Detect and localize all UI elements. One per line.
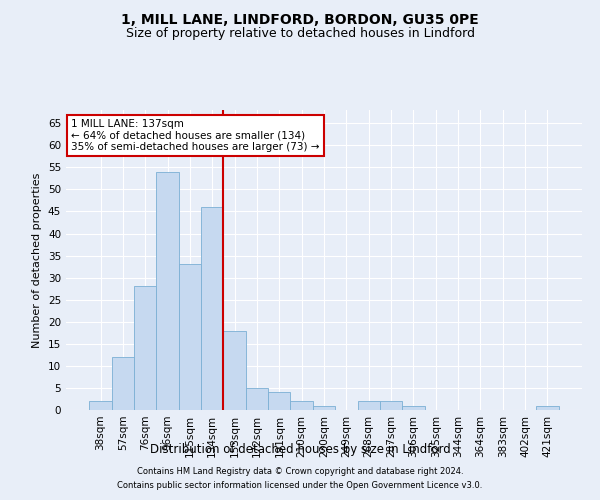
Bar xyxy=(536,406,559,410)
Bar xyxy=(112,357,134,410)
Bar xyxy=(358,401,380,410)
Bar xyxy=(246,388,268,410)
Text: Distribution of detached houses by size in Lindford: Distribution of detached houses by size … xyxy=(149,442,451,456)
Text: Contains public sector information licensed under the Open Government Licence v3: Contains public sector information licen… xyxy=(118,481,482,490)
Bar xyxy=(223,330,246,410)
Text: Contains HM Land Registry data © Crown copyright and database right 2024.: Contains HM Land Registry data © Crown c… xyxy=(137,467,463,476)
Bar xyxy=(290,401,313,410)
Bar xyxy=(402,406,425,410)
Bar xyxy=(313,406,335,410)
Bar xyxy=(157,172,179,410)
Bar xyxy=(134,286,157,410)
Bar xyxy=(179,264,201,410)
Text: 1, MILL LANE, LINDFORD, BORDON, GU35 0PE: 1, MILL LANE, LINDFORD, BORDON, GU35 0PE xyxy=(121,12,479,26)
Bar xyxy=(89,401,112,410)
Text: 1 MILL LANE: 137sqm
← 64% of detached houses are smaller (134)
35% of semi-detac: 1 MILL LANE: 137sqm ← 64% of detached ho… xyxy=(71,119,320,152)
Bar xyxy=(268,392,290,410)
Text: Size of property relative to detached houses in Lindford: Size of property relative to detached ho… xyxy=(125,28,475,40)
Bar xyxy=(380,401,402,410)
Y-axis label: Number of detached properties: Number of detached properties xyxy=(32,172,43,348)
Bar xyxy=(201,207,223,410)
